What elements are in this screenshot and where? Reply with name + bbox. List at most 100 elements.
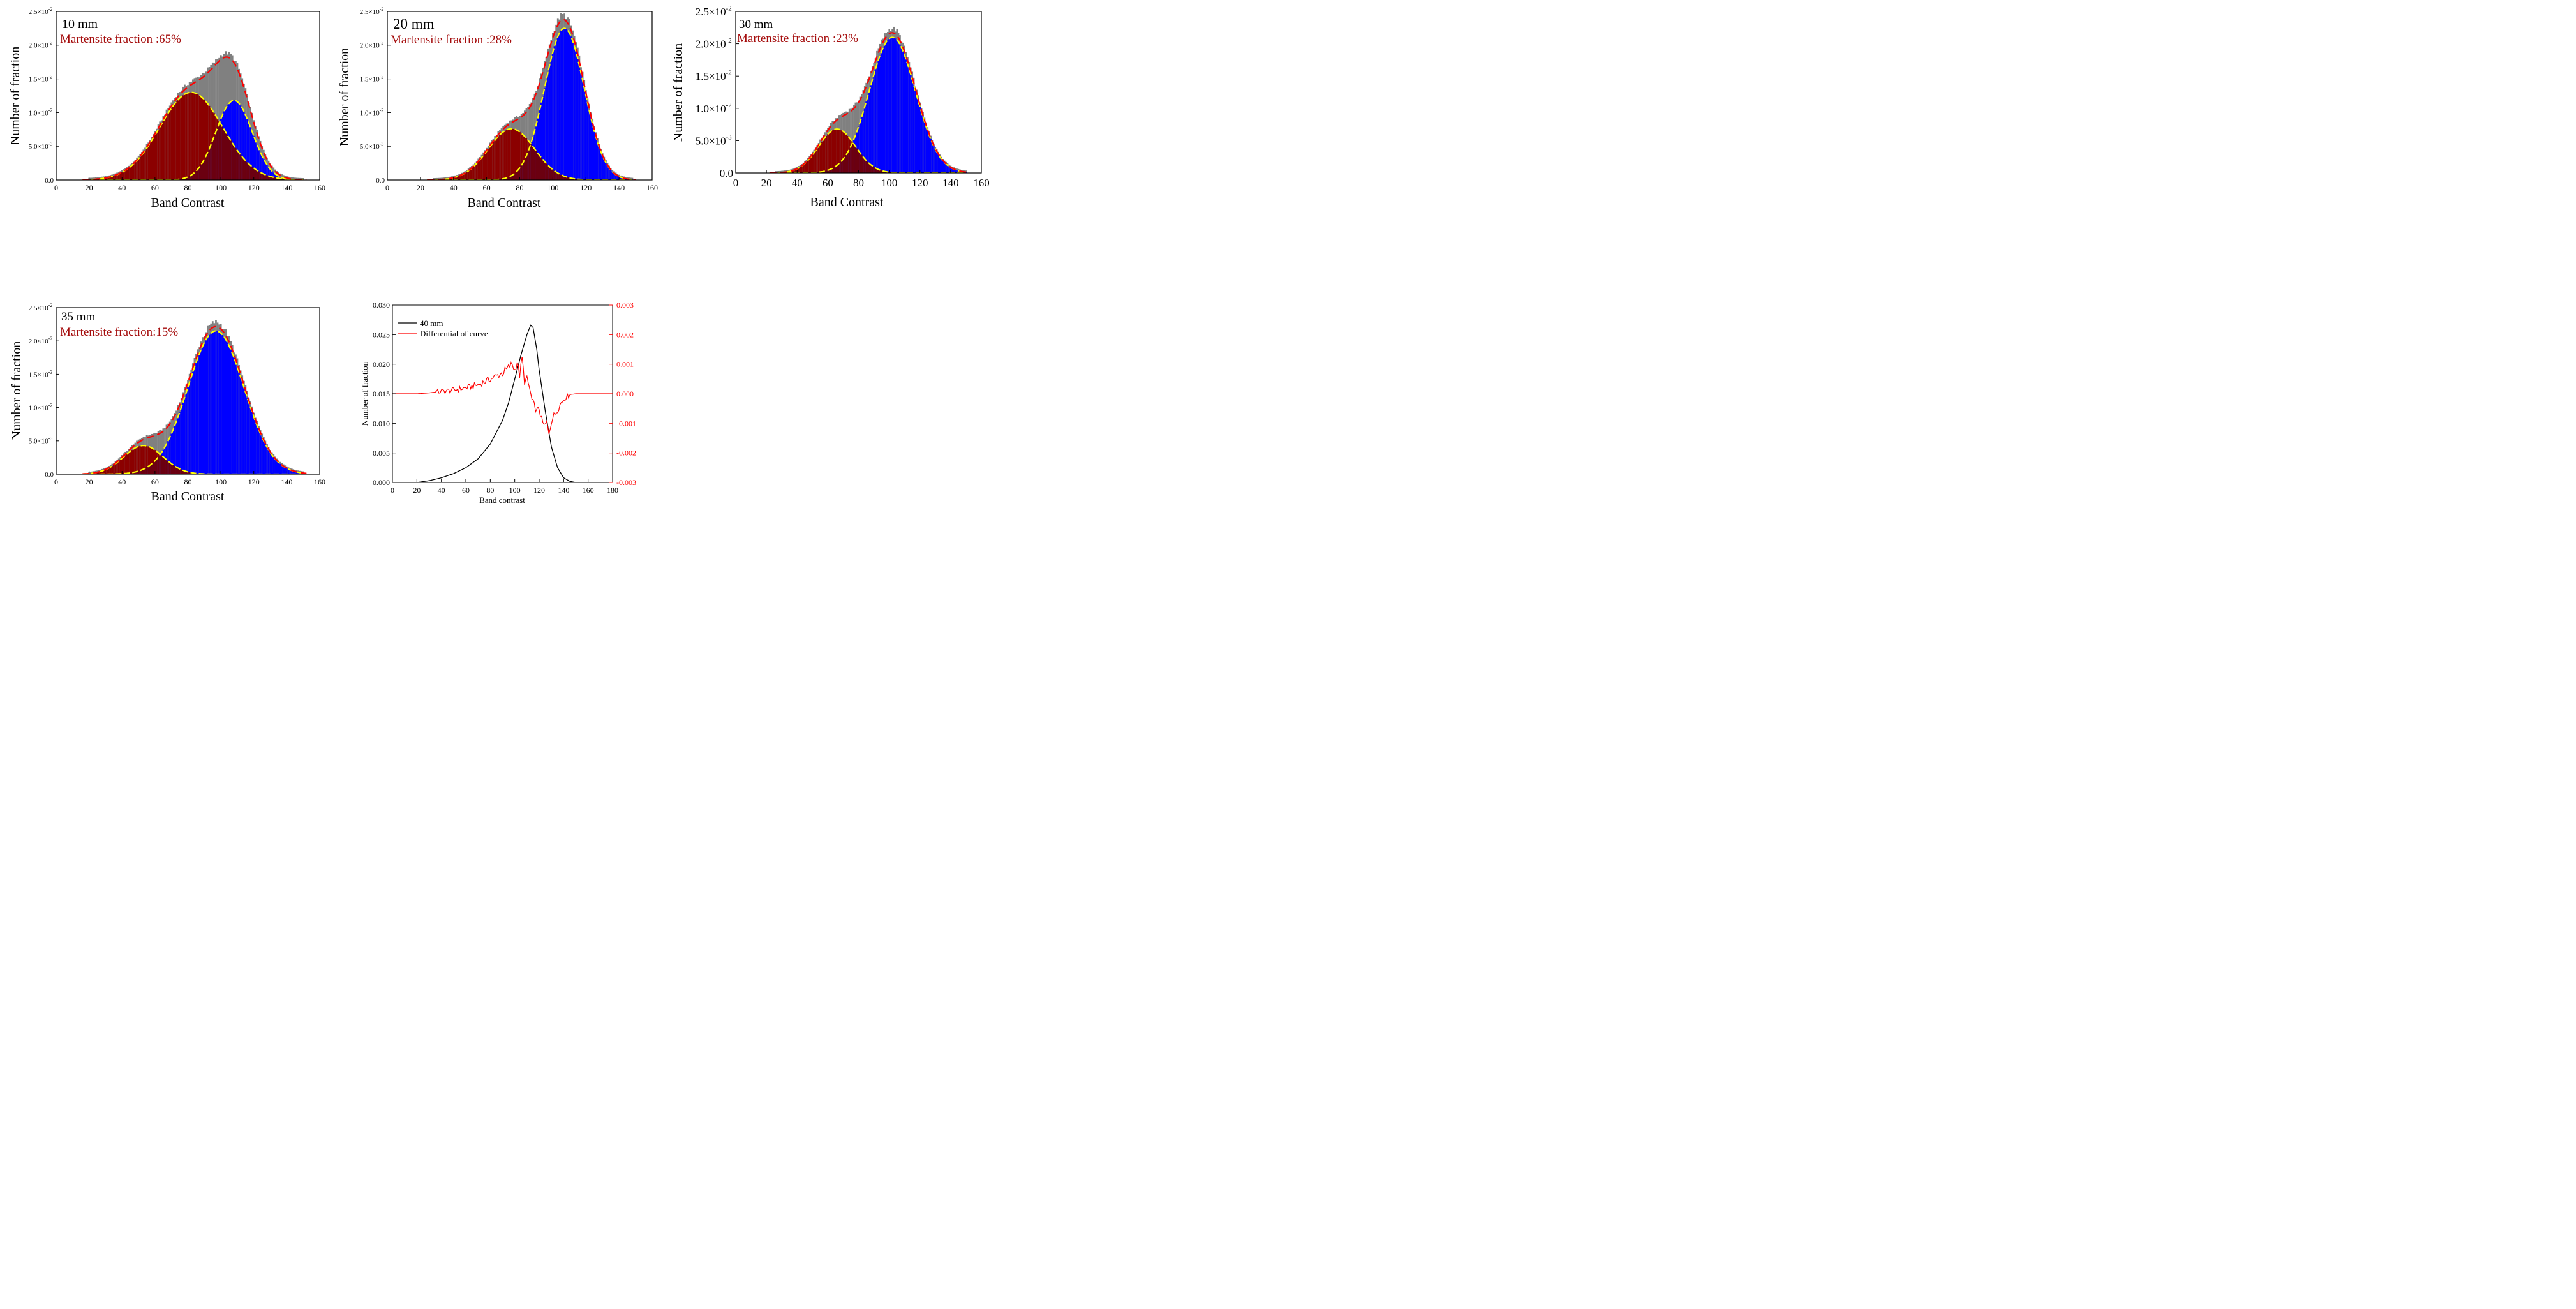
axis-ticks-20mm: 0 20 40 60 80 100 120 140 160 0.0 5.0×10-3 1.0×10-2…: [360, 6, 658, 192]
martensite-bar: [839, 130, 841, 173]
overlap-bar: [264, 174, 267, 180]
ferrite-bar: [540, 103, 542, 180]
panel-label: 10 mm: [62, 17, 98, 31]
martensite-bar: [522, 135, 525, 180]
x-tick-label: 0: [391, 486, 394, 495]
martensite-bar: [463, 174, 465, 180]
martensite-fraction-label: Martensite fraction :28%: [391, 33, 512, 47]
ferrite-bar: [239, 377, 242, 474]
martensite-bar: [159, 126, 161, 180]
ferrite-bar: [258, 148, 260, 180]
overlap-bar: [276, 177, 278, 180]
overlap-bar: [542, 160, 544, 180]
martensite-bar: [116, 462, 118, 474]
x-tick-label: 80: [184, 183, 192, 192]
martensite-fit-curve: [82, 445, 304, 474]
martensite-bar: [184, 94, 186, 180]
overlap-bar: [154, 460, 156, 474]
ferrite-bar: [174, 425, 176, 474]
martensite-bar: [153, 449, 154, 474]
x-tick-label: 40: [450, 183, 458, 192]
overlap-bar: [225, 132, 227, 180]
ferrite-bar: [558, 33, 561, 180]
martensite-bar: [801, 166, 803, 173]
overlap-bar: [861, 154, 863, 173]
overlap-bar: [537, 153, 539, 180]
overlap-bar: [831, 168, 833, 173]
martensite-bar: [145, 445, 148, 474]
ferrite-bar: [871, 80, 874, 173]
panel-label: 30 mm: [739, 18, 773, 31]
martensite-bar: [512, 128, 514, 180]
martensite-bar: [149, 447, 151, 474]
ferrite-bar: [954, 169, 957, 173]
panel-label: 35 mm: [61, 310, 96, 324]
chart-panel-30mm: 0 20 40 60 80 100 120 140 160 0.0 5.0×10-3 1.0×10-2…: [671, 4, 990, 209]
martensite-bar: [188, 92, 191, 180]
overlap-bar: [236, 150, 239, 180]
martensite-bar: [502, 131, 504, 180]
martensite-bar: [136, 447, 138, 474]
y-tick-label: 0.015: [373, 389, 390, 398]
overlap-bar: [142, 469, 145, 474]
martensite-bar: [197, 94, 199, 180]
martensite-fraction-label: Martensite fraction :65%: [60, 33, 181, 46]
ferrite-bar: [233, 357, 235, 474]
overlap-bar: [881, 170, 882, 173]
overlap-bar: [136, 471, 138, 474]
x-tick-label: 120: [248, 183, 260, 192]
plot-area-40mm: [392, 324, 613, 482]
ferrite-bar: [575, 52, 577, 180]
ferrite-bar: [267, 449, 270, 474]
ferrite-bar: [272, 457, 275, 474]
overlap-bar: [190, 175, 193, 180]
overlap-bar: [282, 179, 285, 180]
histogram-bar: [776, 171, 778, 173]
y-tick-label: 0.010: [373, 419, 390, 428]
ferrite-bar: [215, 331, 217, 474]
ferrite-bar: [276, 460, 278, 474]
ferrite-bar: [202, 346, 204, 474]
ferrite-bar: [233, 100, 235, 180]
ferrite-bar: [896, 40, 898, 173]
ferrite-bar: [911, 80, 914, 173]
martensite-bar: [469, 169, 472, 180]
martensite-bar: [822, 140, 824, 173]
overlap-bar: [517, 170, 519, 180]
martensite-bar: [505, 130, 508, 180]
overlap-bar: [238, 153, 240, 180]
martensite-bar: [103, 470, 105, 474]
overlap-bar: [231, 143, 234, 180]
martensite-bar: [131, 165, 133, 180]
x-tick-label: 140: [558, 486, 569, 495]
histogram-bar: [851, 107, 854, 173]
martensite-bar: [195, 93, 197, 180]
ferrite-bar: [259, 152, 262, 180]
overlap-bar: [853, 144, 855, 173]
ferrite-bar: [168, 437, 171, 474]
ferrite-bar: [170, 433, 173, 474]
ferrite-bar: [238, 372, 240, 474]
y-tick-label: 0.0: [45, 177, 54, 184]
martensite-bar: [495, 138, 498, 180]
ferrite-bar: [289, 470, 291, 474]
y-tick-label: 0.025: [373, 331, 390, 340]
x-tick-label: 60: [151, 477, 159, 486]
martensite-bar: [497, 136, 500, 180]
ferrite-bar: [870, 85, 872, 173]
y-tick-label: 1.5×10-2: [29, 369, 53, 378]
martensite-bar: [816, 148, 818, 173]
martensite-bar: [500, 133, 503, 180]
ferrite-bar: [179, 412, 181, 474]
overlap-bar: [865, 160, 867, 173]
overlap-bar: [867, 161, 869, 173]
ferrite-bar: [877, 59, 880, 173]
ferrite-bar: [893, 37, 895, 173]
x-tick-label: 160: [973, 177, 990, 189]
x-axis-title: Band Contrast: [151, 196, 225, 210]
ferrite-bar: [581, 80, 584, 180]
ferrite-bar: [613, 173, 615, 180]
ferrite-fit-curve: [82, 100, 304, 180]
ferrite-bar: [223, 337, 225, 474]
x-tick-label: 40: [118, 477, 126, 486]
